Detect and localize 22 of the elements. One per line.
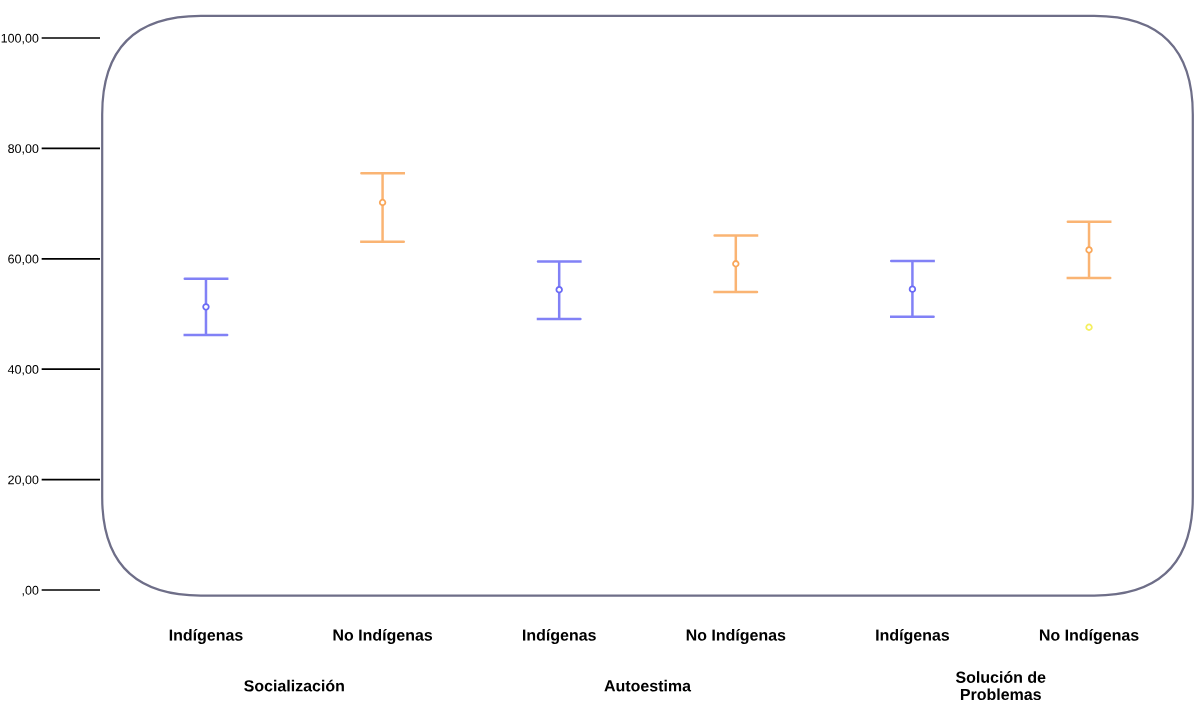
- x-tick-label: Indígenas: [522, 628, 596, 644]
- point: [555, 286, 563, 294]
- y-tick-label: 80,00: [8, 144, 39, 155]
- point: [908, 285, 917, 293]
- y-tick-label: 40,00: [7, 365, 39, 376]
- x-tick-label: Indígenas: [169, 628, 243, 644]
- y-tick-label: ,00: [22, 585, 39, 597]
- point: [202, 303, 210, 311]
- x-tick-label: No Indígenas: [686, 628, 786, 644]
- text: Solución de Problemas: [955, 671, 1046, 701]
- text: Socialización: [244, 679, 344, 692]
- x-tick-label: No Indígenas: [333, 628, 433, 644]
- point: [1085, 323, 1093, 331]
- text: Autoestima: [604, 679, 692, 692]
- point: [1085, 246, 1093, 254]
- x-tick-label: Indígenas: [876, 628, 950, 644]
- point: [378, 198, 387, 207]
- point: [732, 260, 740, 268]
- y-tick-label: 60,00: [8, 254, 39, 265]
- y-tick-label: 20,00: [8, 475, 39, 486]
- y-tick-label: 100,00: [1, 33, 39, 45]
- x-tick-label: No Indígenas: [1039, 628, 1139, 644]
